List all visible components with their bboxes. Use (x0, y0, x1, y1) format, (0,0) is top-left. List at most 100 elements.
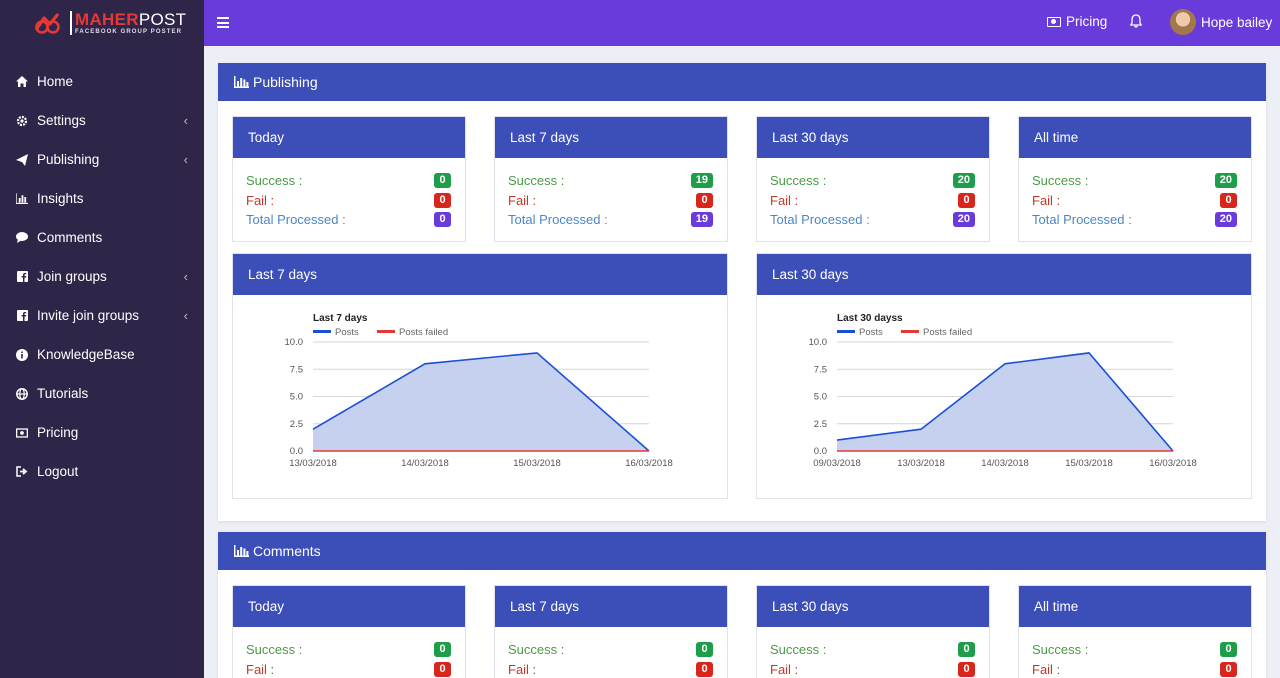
sidebar-item-label: Tutorials (37, 386, 89, 401)
topbar-pricing-label: Pricing (1066, 14, 1108, 29)
chart-card-last-30-days: Last 30 days Last 30 dayss Posts Posts fai… (756, 253, 1252, 499)
sidebar-item-insights[interactable]: Insights (0, 179, 204, 218)
sidebar-item-label: Comments (37, 230, 103, 245)
sidebar-item-settings[interactable]: Settings ‹ (0, 101, 204, 140)
y-tick-label: 7.5 (290, 364, 303, 375)
fail-badge: 0 (1220, 192, 1237, 208)
globe-icon (16, 387, 28, 400)
sidebar-item-home[interactable]: Home (0, 62, 204, 101)
stat-row-total: Total Processed :20 (757, 210, 989, 230)
stat-row-fail: Fail :0 (1019, 660, 1251, 678)
publishing-section-header: Publishing (218, 63, 1266, 101)
fail-badge: 0 (1220, 661, 1237, 677)
chart-last-30-days: Last 30 dayss Posts Posts failed 0.0 2.5 5.0 7… (809, 313, 1197, 469)
stat-row-fail: Fail :0 (233, 191, 465, 211)
logo-suffix: POST (138, 10, 187, 29)
stat-row-fail: Fail :0 (495, 191, 727, 211)
posts-area (837, 352, 1173, 451)
success-badge: 0 (434, 642, 451, 658)
money-icon (1047, 16, 1061, 27)
fail-badge: 0 (958, 192, 975, 208)
legend-swatch (377, 330, 395, 333)
legend-swatch (313, 330, 331, 333)
sidebar-item-pricing[interactable]: Pricing (0, 413, 204, 452)
stat-row-success: Success :0 (757, 640, 989, 660)
sidebar-item-tutorials[interactable]: Tutorials (0, 374, 204, 413)
sidebar-item-logout[interactable]: Logout (0, 452, 204, 491)
sidebar-item-label: Home (37, 74, 74, 89)
comment-stat-card-last-30-days: Last 30 days Success :0 Fail :0 (756, 585, 990, 678)
stat-row-fail: Fail :0 (1019, 191, 1251, 211)
sidebar-nav: Home Settings ‹ Publishing ‹ Insights Co… (0, 62, 204, 491)
section-title: Publishing (253, 74, 318, 90)
success-badge: 20 (1214, 173, 1237, 189)
sidebar-item-publishing[interactable]: Publishing ‹ (0, 140, 204, 179)
comments-section-header: Comments (218, 532, 1266, 570)
bar-chart-icon (234, 545, 249, 557)
logo-prefix: MAHER (75, 10, 139, 29)
stat-row-success: Success :0 (233, 640, 465, 660)
x-tick-label: 14/03/2018 (981, 458, 1029, 469)
stat-row-fail: Fail :0 (233, 660, 465, 678)
user-name: Hope bailey (1201, 14, 1273, 30)
card-title: All time (1019, 117, 1251, 158)
topbar: Pricing Hope bailey (204, 0, 1280, 46)
stat-row-total: Total Processed :0 (233, 210, 465, 230)
publishing-section: Publishing Today Success :0 Fail :0 Tota… (218, 63, 1266, 521)
stat-card-last-30-days: Last 30 days Success :20 Fail :0 Total P… (756, 116, 990, 242)
sidebar-item-invite-join-groups[interactable]: Invite join groups ‹ (0, 296, 204, 335)
avatar (1170, 9, 1196, 35)
sidebar-item-label: KnowledgeBase (37, 347, 135, 362)
logo-mark-icon (34, 13, 60, 34)
x-tick-label: 16/03/2018 (1149, 458, 1197, 469)
sidebar-item-comments[interactable]: Comments (0, 218, 204, 257)
fail-badge: 0 (434, 192, 451, 208)
topbar-pricing-link[interactable]: Pricing (1047, 14, 1107, 29)
chart-title: Last 30 dayss (837, 313, 903, 324)
facebook-icon (16, 271, 28, 283)
posts-line (836, 352, 1174, 452)
success-badge: 19 (690, 173, 713, 189)
card-title: Last 7 days (495, 586, 727, 627)
money-icon (16, 427, 28, 439)
chevron-left-icon: ‹ (183, 308, 188, 323)
card-title: Today (233, 117, 465, 158)
app-logo[interactable]: MAHERPOST FACEBOOK GROUP POSTER (0, 0, 204, 46)
chart-card-last-7-days: Last 7 days Last 7 days Posts Posts failed… (232, 253, 728, 499)
chart-title: Last 7 days (313, 313, 368, 324)
info-icon (16, 348, 28, 361)
fail-badge: 0 (958, 661, 975, 677)
stat-row-success: Success :0 (495, 640, 727, 660)
bell-icon[interactable] (1129, 14, 1143, 33)
stat-row-success: Success :0 (1019, 640, 1251, 660)
comment-icon (16, 232, 28, 244)
posts-area (313, 352, 649, 451)
chevron-left-icon: ‹ (183, 113, 188, 128)
chevron-left-icon: ‹ (183, 269, 188, 284)
stat-row-success: Success :0 (233, 171, 465, 191)
home-icon (16, 76, 28, 88)
total-badge: 20 (1214, 212, 1237, 228)
x-tick-label: 14/03/2018 (401, 458, 449, 469)
user-menu[interactable]: Hope bailey (1170, 9, 1272, 35)
sidebar-item-label: Pricing (37, 425, 79, 440)
x-tick-label: 15/03/2018 (1065, 458, 1113, 469)
comment-stat-card-last-7-days: Last 7 days Success :0 Fail :0 (494, 585, 728, 678)
chart-last-7-days: Last 7 days Posts Posts failed 0.0 2.5 5.0 7.5… (285, 313, 673, 469)
card-title: Last 7 days (233, 254, 727, 295)
stat-row-success: Success :20 (757, 171, 989, 191)
y-tick-label: 2.5 (814, 419, 827, 430)
facebook-icon (16, 310, 28, 322)
logout-icon (16, 466, 28, 478)
section-title: Comments (253, 543, 321, 559)
sidebar-item-knowledgebase[interactable]: KnowledgeBase (0, 335, 204, 374)
hamburger-menu-icon[interactable] (217, 17, 229, 28)
card-title: Last 30 days (757, 586, 989, 627)
stat-row-total: Total Processed :19 (495, 210, 727, 230)
sidebar-item-label: Insights (37, 191, 84, 206)
legend-label: Posts failed (923, 327, 972, 338)
card-title: Last 7 days (495, 117, 727, 158)
stat-card-all-time: All time Success :20 Fail :0 Total Proce… (1018, 116, 1252, 242)
send-icon (16, 153, 28, 166)
sidebar-item-join-groups[interactable]: Join groups ‹ (0, 257, 204, 296)
